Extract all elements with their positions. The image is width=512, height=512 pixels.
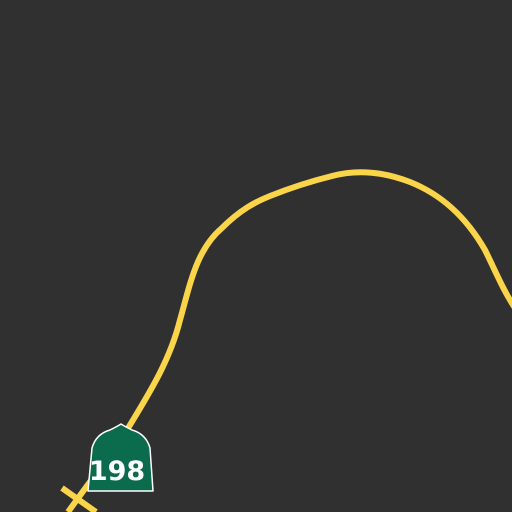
california-state-route-shield-icon — [87, 423, 154, 492]
highway-198-road-tail — [65, 488, 87, 512]
route-number-label: 198 — [89, 456, 145, 487]
route-shield[interactable]: 198 — [87, 423, 154, 492]
highway-198-road — [81, 169, 512, 493]
